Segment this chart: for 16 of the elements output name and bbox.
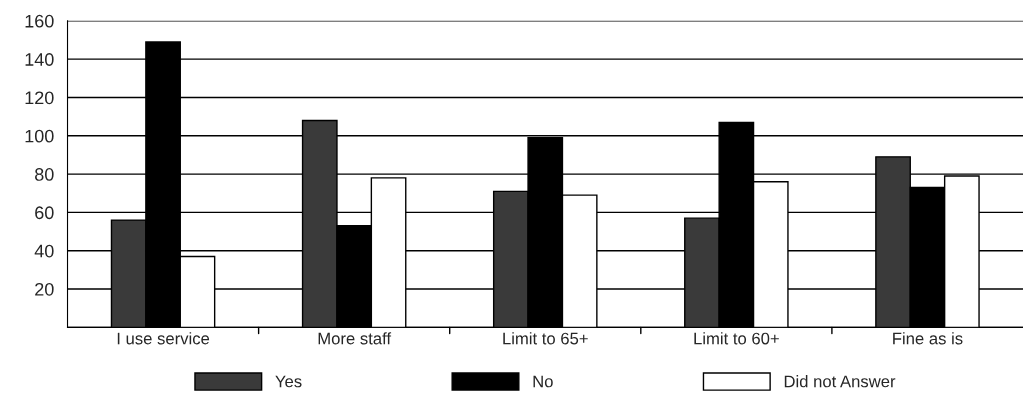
y-tick-label: 20 [35,282,54,296]
y-tick-label: 140 [25,53,54,66]
y-tick-label: 60 [35,206,54,220]
legend-label: Did not Answer [784,375,896,388]
y-tick-label: 160 [25,14,54,28]
y-tick-label: 80 [35,168,54,181]
y-tick-label: 40 [34,244,54,258]
y-tick-label: 120 [25,91,54,105]
x-tick-label: Limit to 60+ [694,332,779,345]
x-tick-label: Fine as is [893,332,963,345]
x-tick-label: Limit to 65+ [503,332,588,345]
legend-label: No [533,375,553,388]
y-tick-label: 100 [25,129,54,143]
x-tick-label: I use service [117,332,210,345]
legend-label: Yes [275,375,302,388]
x-tick-label: More staff [318,332,392,345]
